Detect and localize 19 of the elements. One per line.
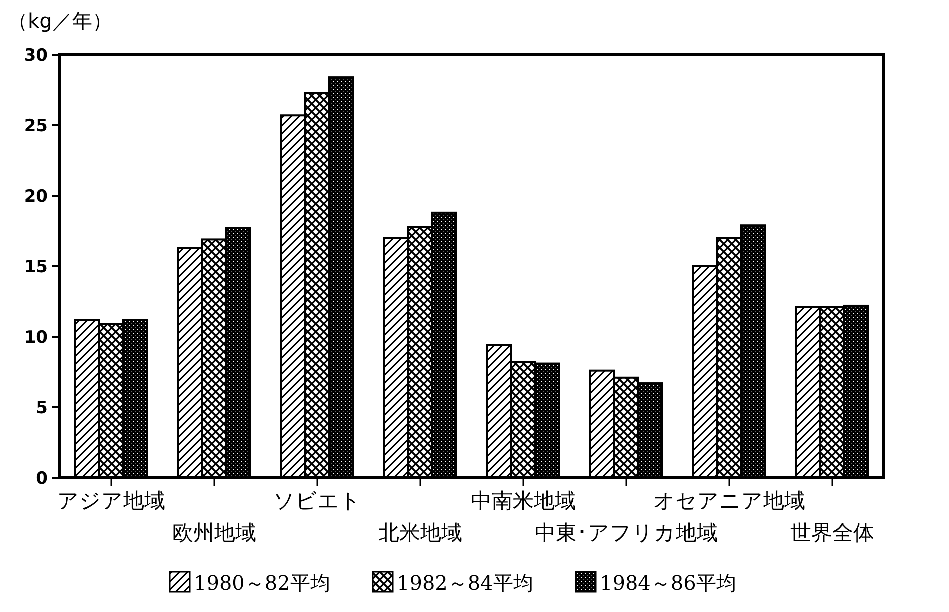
x-tick-label: アジア地域 — [58, 489, 166, 513]
y-tick-label: 10 — [24, 328, 48, 348]
x-tick-label: 中南米地域 — [471, 489, 576, 513]
x-tick-label: 中東･アフリカ地域 — [535, 521, 718, 545]
legend-label: 1982～84平均 — [397, 571, 534, 595]
x-tick-label: 欧州地域 — [172, 521, 256, 545]
x-tick-label: ソビエト — [274, 489, 362, 513]
x-tick-label: オセアニア地域 — [654, 489, 806, 513]
x-tick-label: 北米地域 — [378, 521, 462, 545]
y-axis-title: （kg／年） — [8, 9, 112, 33]
y-tick-label: 25 — [24, 116, 48, 136]
y-tick-label: 5 — [36, 398, 48, 418]
y-tick-label: 20 — [24, 187, 48, 207]
y-tick-label: 0 — [36, 469, 48, 489]
legend-label: 1984～86平均 — [600, 571, 736, 595]
y-tick-label: 30 — [24, 46, 48, 66]
y-tick-label: 15 — [24, 258, 48, 278]
x-tick-label: 世界全体 — [790, 521, 874, 545]
legend-label: 1980～82平均 — [194, 571, 330, 595]
